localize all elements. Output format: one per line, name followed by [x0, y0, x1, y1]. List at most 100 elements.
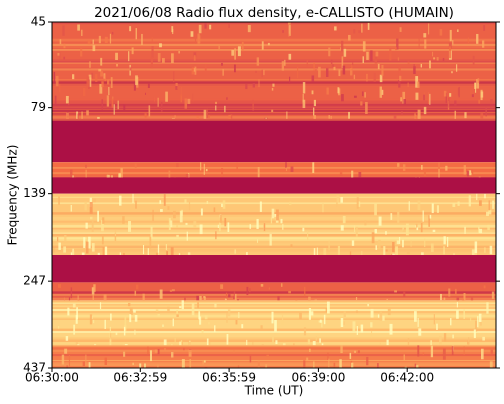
- texture-streak: [289, 201, 292, 206]
- texture-streak: [70, 287, 73, 299]
- heatmap-band: [52, 282, 496, 301]
- texture-streak: [162, 324, 165, 327]
- texture-streak: [433, 314, 435, 325]
- texture-streak: [316, 247, 318, 256]
- texture-streak: [492, 200, 495, 209]
- texture-streak: [427, 92, 430, 105]
- texture-streak: [59, 39, 62, 45]
- texture-streak: [402, 239, 404, 248]
- texture-streak: [147, 83, 150, 88]
- texture-streak: [478, 176, 481, 178]
- texture-streak: [173, 71, 175, 83]
- texture-streak: [87, 236, 91, 249]
- texture-line: [52, 81, 496, 84]
- texture-streak: [110, 313, 112, 321]
- texture-streak: [287, 22, 291, 25]
- texture-streak: [487, 224, 490, 231]
- texture-streak: [370, 322, 373, 328]
- texture-streak: [379, 342, 381, 346]
- texture-streak: [92, 45, 96, 52]
- texture-streak: [484, 247, 486, 253]
- texture-streak: [307, 339, 311, 344]
- texture-streak: [451, 71, 453, 74]
- texture-streak: [252, 342, 254, 346]
- texture-streak: [233, 296, 236, 300]
- texture-streak: [478, 99, 481, 104]
- texture-line: [52, 68, 496, 71]
- texture-streak: [343, 48, 347, 57]
- texture-streak: [367, 303, 370, 307]
- texture-streak: [110, 77, 113, 89]
- texture-line: [52, 344, 496, 347]
- texture-line: [52, 172, 496, 174]
- texture-streak: [362, 56, 364, 64]
- texture-streak: [132, 193, 134, 204]
- texture-streak: [104, 357, 107, 366]
- texture-streak: [222, 68, 224, 76]
- texture-streak: [353, 95, 357, 98]
- texture-streak: [190, 31, 194, 37]
- texture-streak: [170, 220, 173, 228]
- texture-streak: [58, 196, 60, 205]
- texture-streak: [396, 38, 399, 50]
- texture-streak: [260, 284, 264, 287]
- texture-streak: [468, 337, 470, 346]
- texture-streak: [325, 68, 329, 77]
- texture-streak: [189, 359, 192, 368]
- texture-streak: [256, 218, 259, 229]
- texture-streak: [185, 222, 188, 226]
- texture-streak: [103, 294, 107, 301]
- texture-streak: [261, 344, 264, 346]
- texture-streak: [128, 221, 132, 232]
- texture-streak: [449, 29, 452, 42]
- texture-streak: [87, 40, 91, 45]
- texture-streak: [423, 33, 427, 38]
- texture-streak: [265, 364, 268, 368]
- texture-streak: [469, 317, 472, 322]
- texture-streak: [165, 244, 167, 250]
- texture-streak: [108, 86, 110, 96]
- texture-streak: [304, 286, 306, 297]
- texture-streak: [306, 60, 308, 67]
- texture-streak: [306, 357, 309, 361]
- texture-streak: [457, 29, 459, 33]
- texture-streak: [340, 318, 344, 328]
- texture-streak: [97, 116, 100, 119]
- texture-line: [52, 363, 496, 367]
- texture-streak: [97, 210, 100, 222]
- texture-streak: [85, 222, 88, 229]
- texture-streak: [288, 290, 291, 294]
- texture-streak: [77, 344, 80, 346]
- texture-streak: [386, 339, 389, 346]
- texture-streak: [180, 86, 182, 96]
- texture-streak: [153, 96, 156, 102]
- texture-streak: [326, 301, 330, 314]
- texture-streak: [408, 201, 410, 211]
- texture-streak: [313, 115, 316, 119]
- texture-streak: [448, 46, 452, 59]
- texture-streak: [176, 310, 179, 314]
- texture-streak: [315, 69, 317, 74]
- texture-streak: [299, 312, 302, 320]
- texture-streak: [206, 338, 209, 346]
- texture-streak: [199, 316, 202, 325]
- texture-streak: [370, 50, 373, 62]
- texture-streak: [203, 163, 205, 175]
- texture-streak: [381, 89, 384, 95]
- texture-streak: [86, 76, 90, 88]
- texture-streak: [310, 311, 314, 316]
- texture-streak: [220, 214, 222, 223]
- texture-streak: [202, 360, 204, 365]
- texture-streak: [466, 170, 470, 177]
- texture-streak: [184, 297, 186, 301]
- texture-line: [52, 315, 496, 317]
- texture-streak: [375, 245, 378, 250]
- texture-streak: [275, 340, 278, 345]
- texture-streak: [415, 76, 419, 88]
- texture-streak: [151, 36, 153, 42]
- texture-streak: [457, 201, 460, 206]
- texture-streak: [159, 289, 163, 299]
- texture-streak: [241, 41, 244, 52]
- texture-streak: [421, 164, 423, 170]
- texture-streak: [326, 87, 329, 95]
